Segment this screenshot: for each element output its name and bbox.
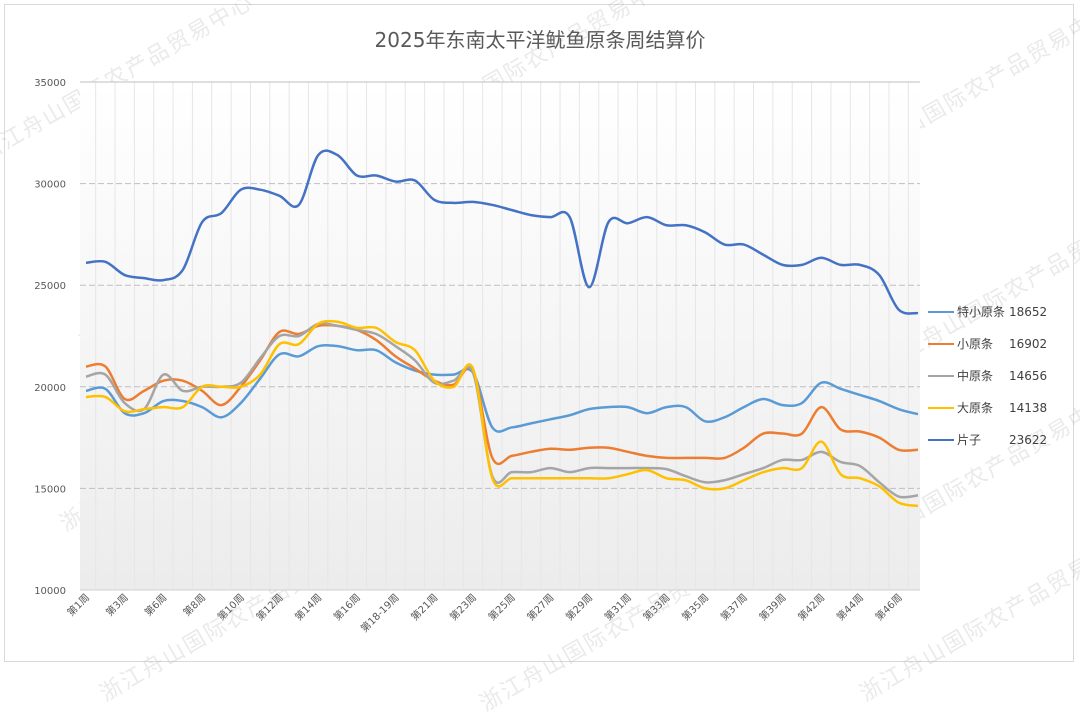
x-tick-label: 第1周	[64, 591, 92, 619]
x-tick-label: 第14周	[292, 591, 324, 623]
x-tick-label: 第16周	[331, 591, 363, 623]
legend-swatch	[928, 342, 954, 345]
legend-swatch	[928, 310, 954, 313]
legend-label: 小原条	[957, 337, 994, 351]
x-tick-label: 第42周	[795, 591, 827, 623]
legend-value: 23622	[1009, 432, 1048, 447]
legend-swatch	[928, 438, 954, 441]
legend-swatch	[928, 406, 954, 409]
x-tick-label: 第29周	[563, 591, 595, 623]
y-tick-label: 25000	[34, 281, 66, 292]
legend-value: 18652	[1009, 304, 1048, 319]
y-tick-label: 30000	[34, 180, 66, 191]
y-tick-label: 10000	[34, 586, 66, 597]
legend-label: 中原条	[957, 369, 994, 383]
legend-item: 特小原条 18652	[928, 303, 1047, 320]
x-tick-label: 第8周	[180, 591, 208, 619]
plot-area	[80, 82, 920, 590]
series-line-特小原条	[85, 343, 919, 433]
legend-label: 特小原条	[957, 305, 1006, 319]
series-line-小原条	[85, 323, 919, 466]
x-tick-label: 第21周	[408, 591, 440, 623]
y-tick-label: 15000	[34, 484, 66, 495]
x-tick-label: 第18-19周	[358, 591, 402, 635]
x-tick-label: 第46周	[872, 591, 904, 623]
series-line-大原条	[85, 319, 919, 508]
x-tick-label: 第25周	[485, 591, 517, 623]
series-line-片子	[85, 149, 919, 315]
chart-title: 2025年东南太平洋鱿鱼原条周结算价	[374, 28, 706, 52]
x-tick-label: 第3周	[103, 591, 131, 619]
x-tick-label: 第23周	[447, 591, 479, 623]
line-chart: 100001500020000250003000035000第1周 第3周 第6周第…	[34, 78, 920, 635]
x-tick-label: 第37周	[718, 591, 750, 623]
x-tick-label: 第31周	[602, 591, 634, 623]
legend-value: 14138	[1009, 400, 1048, 415]
legend-swatch	[928, 374, 954, 377]
legend-item: 小原条 16902	[928, 335, 1047, 352]
legend-item: 大原条 14138	[928, 399, 1047, 416]
x-tick-label: 第39周	[756, 591, 788, 623]
x-tick-label: 第6周	[142, 591, 170, 619]
x-tick-label: 第12周	[253, 591, 285, 623]
legend-value: 14656	[1009, 368, 1048, 383]
y-tick-label: 35000	[34, 78, 66, 89]
y-tick-label: 20000	[34, 383, 66, 394]
legend-label: 大原条	[957, 401, 994, 415]
x-tick-label: 第44周	[834, 591, 866, 623]
x-tick-label: 第27周	[524, 591, 556, 623]
x-tick-label: 第35周	[679, 591, 711, 623]
legend-label: 片子	[957, 433, 982, 447]
legend-item: 片子 23622	[928, 431, 1047, 448]
legend-item: 中原条 14656	[928, 367, 1047, 384]
x-tick-label: 第33周	[640, 591, 672, 623]
x-tick-label: 第10周	[215, 591, 247, 623]
legend-value: 16902	[1009, 336, 1048, 351]
chart-frame	[4, 4, 1074, 662]
